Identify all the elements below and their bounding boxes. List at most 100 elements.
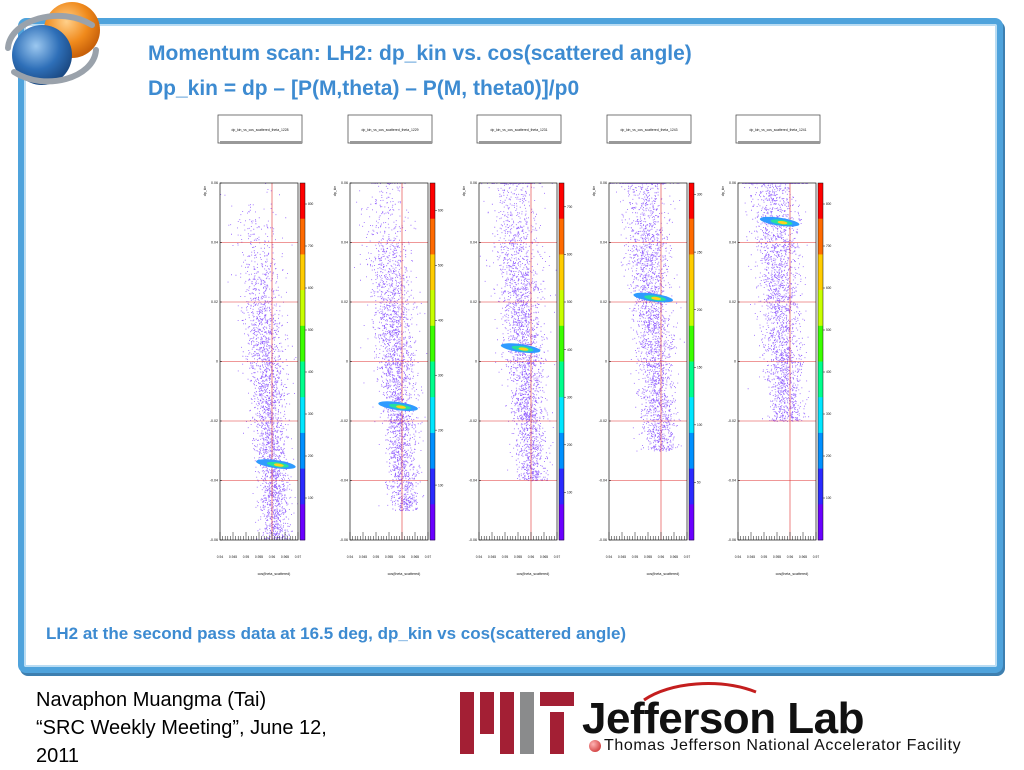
color-scale-segment <box>300 254 305 291</box>
z-tick-label: 200 <box>308 454 314 458</box>
x-tick-label: 0.96 <box>658 555 665 559</box>
z-tick-label: 300 <box>438 373 444 377</box>
x-tick-label: 0.945 <box>618 555 626 559</box>
x-axis-label: cos(theta_scattered) <box>388 572 421 576</box>
color-scale-segment <box>300 504 305 541</box>
y-tick-label: 0.06 <box>600 181 607 185</box>
x-tick-label: 0.945 <box>747 555 755 559</box>
z-tick-label: 100 <box>308 496 314 500</box>
slide-title-line-1: Momentum scan: LH2: dp_kin vs. cos(scatt… <box>148 42 692 65</box>
color-scale-segment <box>300 397 305 434</box>
y-tick-label: -0.04 <box>340 479 348 483</box>
color-scale-segment <box>689 325 694 362</box>
y-tick-label: -0.04 <box>599 479 607 483</box>
jlab-tagline: Thomas Jefferson National Accelerator Fa… <box>604 737 962 754</box>
color-scale-bar: 600 500 400 300 200 100 <box>429 182 444 541</box>
scatter-points <box>220 183 298 540</box>
z-tick-label: 400 <box>308 370 314 374</box>
x-axis-label: cos(theta_scattered) <box>517 572 550 576</box>
color-scale-segment <box>300 290 305 327</box>
z-tick-label: 700 <box>308 244 314 248</box>
scatter-density <box>220 183 298 540</box>
y-tick-label: 0.02 <box>341 300 348 304</box>
x-tick-label: 0.97 <box>684 555 691 559</box>
grid-lines <box>609 183 687 540</box>
y-tick-label: 0.04 <box>341 241 348 245</box>
x-tick-label: 0.94 <box>476 555 483 559</box>
x-axis-label: cos(theta_scattered) <box>647 572 680 576</box>
y-tick-label: -0.06 <box>469 538 477 542</box>
x-tick-label: 0.95 <box>632 555 639 559</box>
histogram-panel-3: dp_kin_vs_cos_scattered_theta_1231 0.06 0.… <box>457 114 582 585</box>
histogram-title: dp_kin_vs_cos_scattered_theta_1229 <box>361 128 418 132</box>
color-scale-segment <box>689 218 694 255</box>
color-scale-frame <box>688 182 695 541</box>
peak-core <box>518 347 529 351</box>
color-scale-bar: 300 250 200 150 100 50 <box>688 182 703 541</box>
y-tick-label: 0 <box>216 360 218 364</box>
y-tick-label: -0.02 <box>728 419 736 423</box>
scatter-density <box>742 183 810 422</box>
histogram-title-shadow <box>738 141 820 144</box>
color-scale-segment <box>430 218 435 255</box>
color-scale-segment <box>430 361 435 398</box>
x-tick-label: 0.965 <box>281 555 289 559</box>
scatter-density <box>610 183 685 452</box>
x-tick-label: 0.965 <box>540 555 548 559</box>
color-scale-segment <box>559 218 564 255</box>
z-tick-label: 150 <box>697 365 703 369</box>
color-scale-segment <box>689 504 694 541</box>
z-tick-label: 800 <box>826 202 832 206</box>
x-tick-label: 0.96 <box>269 555 276 559</box>
meeting-name: “SRC Weekly Meeting”, June 12, <box>36 717 327 739</box>
histogram-panel-4: dp_kin_vs_cos_scattered_theta_1243 0.06 0.… <box>587 114 712 585</box>
peak-core <box>273 463 284 467</box>
y-tick-label: -0.04 <box>728 479 736 483</box>
x-tick-label: 0.945 <box>359 555 367 559</box>
color-scale-segment <box>689 183 694 219</box>
color-scale-frame <box>817 182 824 541</box>
y-tick-label: -0.02 <box>340 419 348 423</box>
x-tick-label: 0.94 <box>735 555 742 559</box>
color-scale-segment <box>818 432 823 469</box>
y-tick-label: 0.02 <box>211 300 218 304</box>
color-scale-segment <box>689 432 694 469</box>
z-tick-label: 100 <box>826 496 832 500</box>
color-scale-segment <box>300 468 305 505</box>
jlab-dot-icon <box>589 740 601 752</box>
y-tick-label: -0.02 <box>599 419 607 423</box>
grid-lines <box>350 183 428 540</box>
color-scale-bar: 700 600 500 400 300 200 100 <box>558 182 573 541</box>
color-scale-segment <box>818 290 823 327</box>
color-scale-segment <box>300 432 305 469</box>
y-tick-label: 0 <box>346 360 348 364</box>
color-scale-segment <box>689 468 694 505</box>
z-tick-label: 300 <box>567 395 573 399</box>
scatter-points <box>479 183 557 482</box>
z-tick-label: 200 <box>567 443 573 447</box>
z-tick-label: 500 <box>308 328 314 332</box>
color-scale-segment <box>300 325 305 362</box>
color-scale-segment <box>689 290 694 327</box>
histogram-title-shadow <box>220 141 302 144</box>
histogram-chart-4: dp_kin_vs_cos_scattered_theta_1243 0.06 0.… <box>592 114 703 576</box>
mit-logo-icon <box>460 692 574 754</box>
z-tick-label: 500 <box>567 300 573 304</box>
color-scale-segment <box>818 468 823 505</box>
histogram-chart-1: dp_kin_vs_cos_scattered_theta_1228 0.06 0.… <box>203 114 314 576</box>
color-scale-segment <box>559 254 564 291</box>
color-scale-segment <box>818 254 823 291</box>
histogram-title: dp_kin_vs_cos_scattered_theta_1228 <box>231 128 288 132</box>
grid-lines <box>738 183 816 540</box>
z-tick-label: 200 <box>826 454 832 458</box>
color-scale-segment <box>559 397 564 434</box>
y-axis-label: dp_kin <box>462 186 466 197</box>
x-tick-label: 0.95 <box>243 555 250 559</box>
color-scale-segment <box>430 183 435 219</box>
z-tick-label: 100 <box>567 491 573 495</box>
z-tick-label: 200 <box>438 428 444 432</box>
y-tick-label: -0.06 <box>210 538 218 542</box>
x-tick-label: 0.965 <box>799 555 807 559</box>
color-scale-segment <box>559 325 564 362</box>
z-tick-label: 500 <box>438 264 444 268</box>
